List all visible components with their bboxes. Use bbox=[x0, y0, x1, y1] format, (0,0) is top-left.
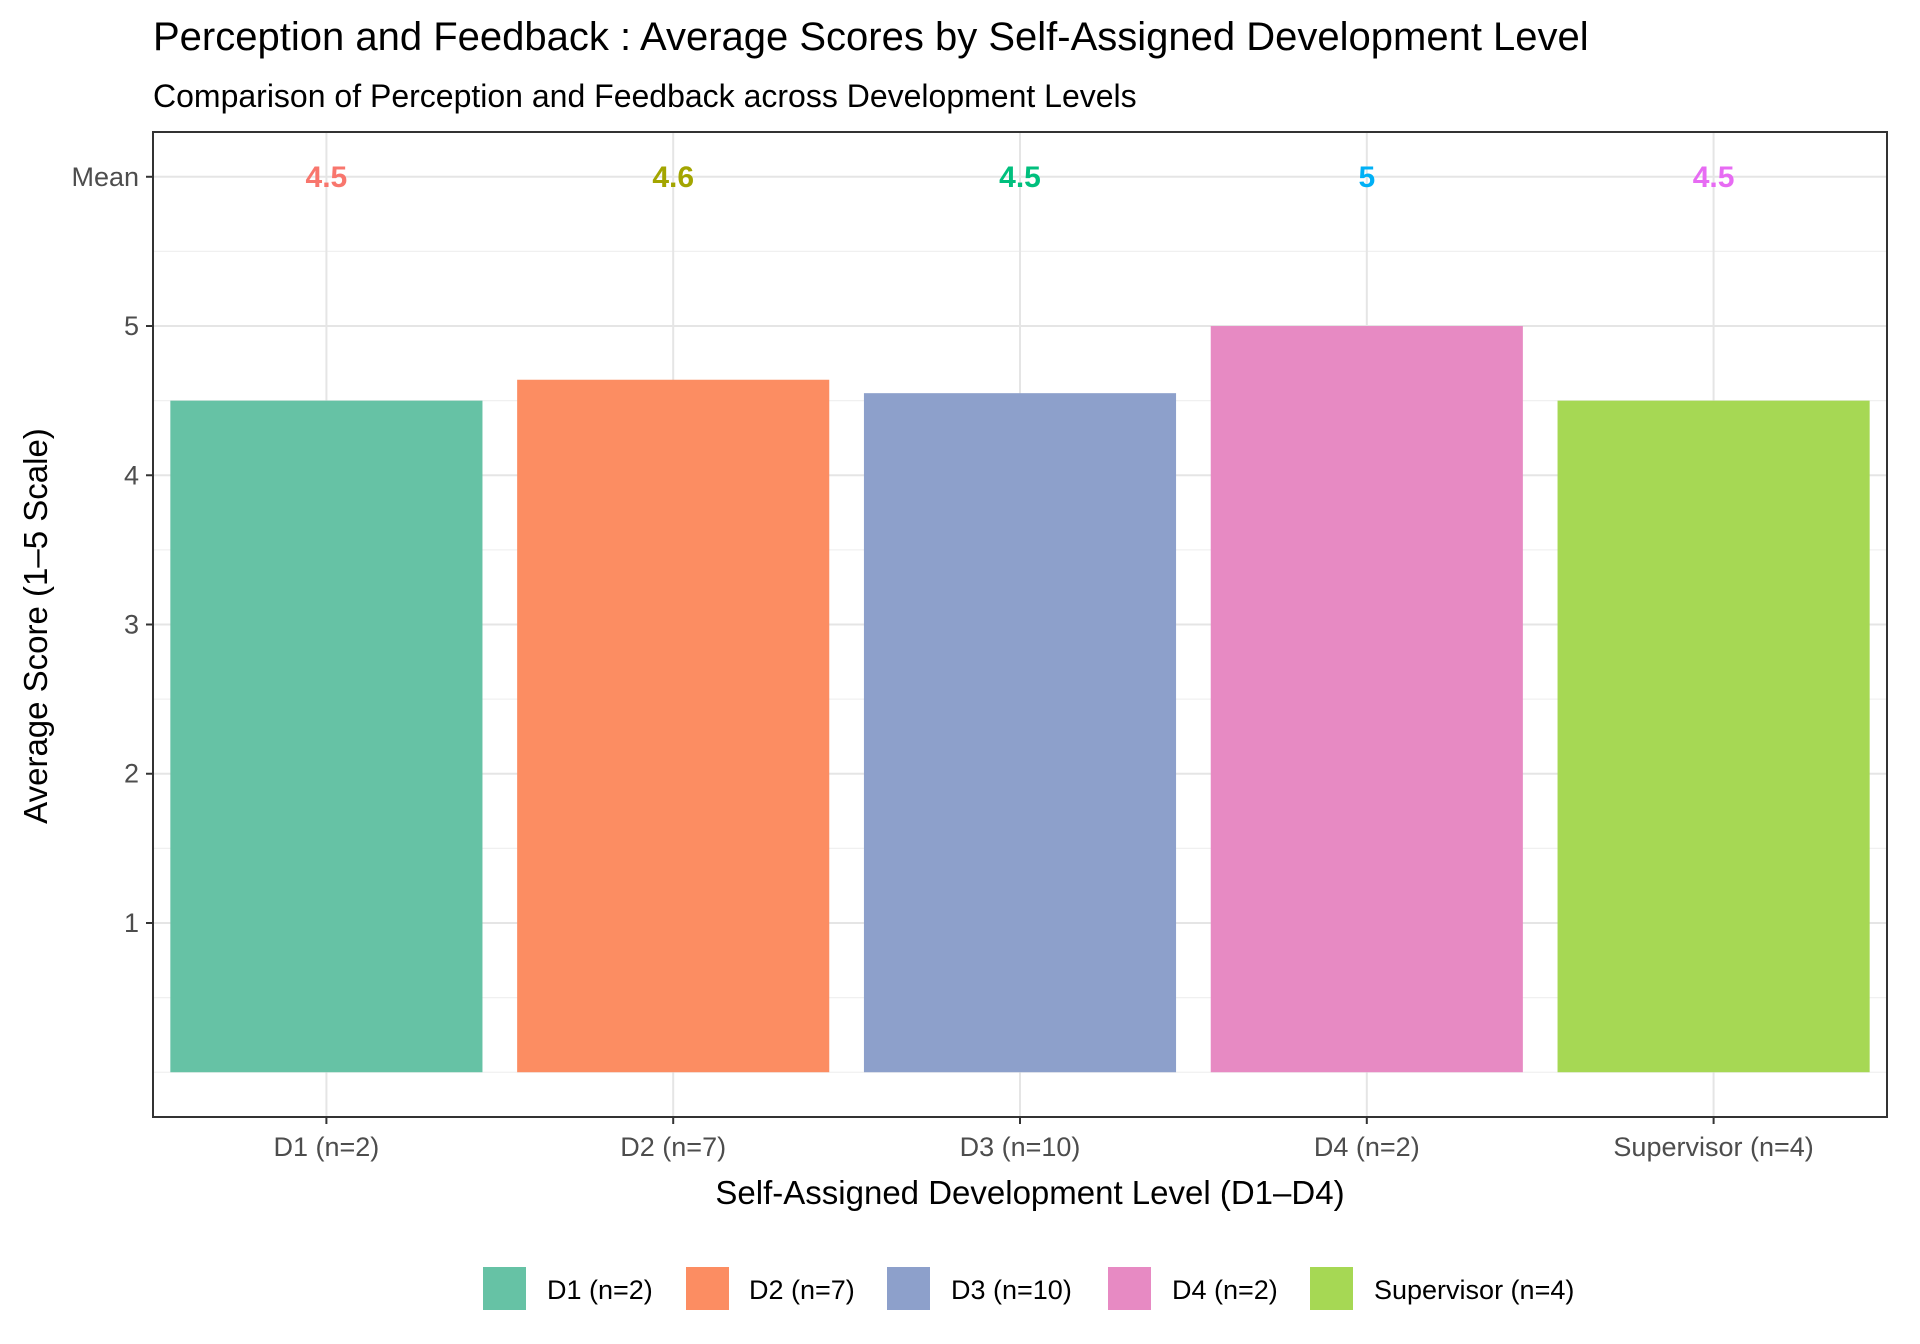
bar-3 bbox=[863, 393, 1177, 1073]
bar-1 bbox=[170, 400, 483, 1073]
mean-value-label: 4.5 bbox=[306, 161, 348, 194]
y-tick-label-mean: Mean bbox=[71, 162, 139, 192]
x-tick-label: D2 (n=7) bbox=[620, 1132, 726, 1162]
legend-label: D2 (n=7) bbox=[749, 1275, 855, 1305]
x-tick-label: D4 (n=2) bbox=[1314, 1132, 1420, 1162]
x-axis-title: Self-Assigned Development Level (D1–D4) bbox=[715, 1174, 1344, 1211]
mean-value-label: 4.5 bbox=[999, 161, 1041, 194]
y-tick-label: 4 bbox=[124, 460, 139, 490]
y-tick-label: 2 bbox=[124, 759, 139, 789]
plot-area: 4.5 4.6 4.5 5 4.5 1 2 3 4 5 Mean D1 (n=2) D2 (n=7) D3… bbox=[71, 131, 1888, 1162]
legend-label: D1 (n=2) bbox=[547, 1275, 653, 1305]
legend: D1 (n=2) D2 (n=7) D3 (n=10) D4 (n=2) Supervi… bbox=[483, 1267, 1574, 1310]
x-tick-label: Supervisor (n=4) bbox=[1613, 1132, 1813, 1162]
mean-value-label: 4.5 bbox=[1693, 161, 1735, 194]
legend-key-5 bbox=[1310, 1267, 1353, 1310]
y-tick-label: 3 bbox=[124, 610, 139, 640]
bar-2 bbox=[517, 379, 830, 1073]
y-tick-label: 5 bbox=[124, 311, 139, 341]
chart-title: Perception and Feedback : Average Scores… bbox=[153, 15, 1589, 59]
legend-key-3 bbox=[887, 1267, 930, 1310]
legend-key-4 bbox=[1108, 1267, 1151, 1310]
bar-4 bbox=[1210, 326, 1523, 1073]
y-tick-label: 1 bbox=[124, 908, 139, 938]
legend-label: Supervisor (n=4) bbox=[1374, 1275, 1574, 1305]
y-axis-title: Average Score (1–5 Scale) bbox=[17, 428, 54, 824]
legend-key-1 bbox=[483, 1267, 526, 1310]
x-tick-label: D1 (n=2) bbox=[273, 1132, 379, 1162]
legend-label: D4 (n=2) bbox=[1172, 1275, 1278, 1305]
bar-5 bbox=[1557, 400, 1870, 1073]
chart-subtitle: Comparison of Perception and Feedback ac… bbox=[153, 78, 1137, 114]
mean-value-label: 4.6 bbox=[652, 161, 694, 194]
legend-label: D3 (n=10) bbox=[951, 1275, 1072, 1305]
legend-key-2 bbox=[686, 1267, 729, 1310]
mean-value-label: 5 bbox=[1358, 161, 1375, 194]
x-tick-label: D3 (n=10) bbox=[960, 1132, 1081, 1162]
